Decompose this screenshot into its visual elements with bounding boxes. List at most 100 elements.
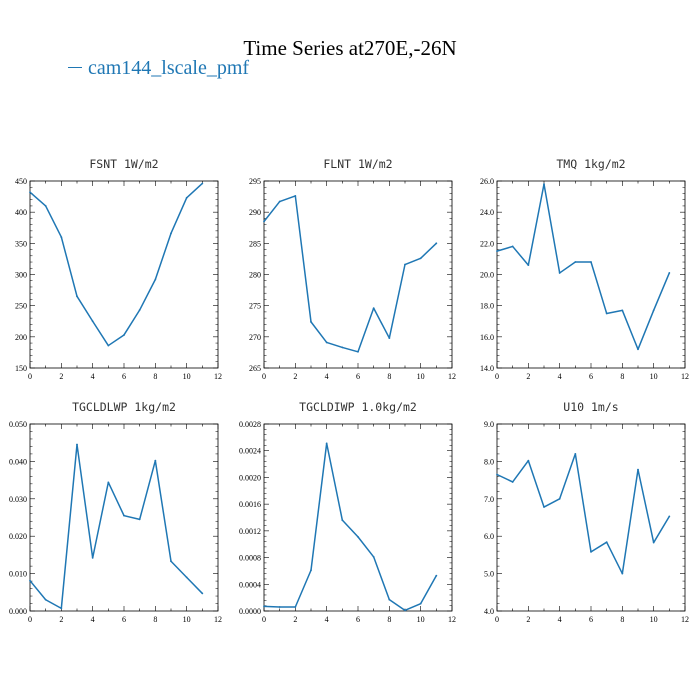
- panel-title: TGCLDIWP 1.0kg/m2: [299, 400, 417, 414]
- data-point: [123, 334, 125, 336]
- data-point: [404, 609, 406, 612]
- y-tick-label: 0.0012: [239, 527, 261, 536]
- x-tick-label: 2: [59, 615, 63, 624]
- plot-frame: [29, 423, 219, 612]
- panel-title: TGCLDLWP 1kg/m2: [72, 400, 176, 414]
- data-point: [44, 205, 47, 207]
- data-point: [388, 598, 391, 601]
- x-tick-label: 10: [650, 372, 658, 381]
- chart-panel-2: FLNT 1W/m2 0 2 4 6 8 10 12 265 270 275 280 285 290 295: [249, 157, 456, 381]
- y-tick-label: 275: [249, 302, 261, 311]
- legend-label: cam144_lscale_pmf: [88, 57, 250, 79]
- y-tick-label: 290: [249, 208, 261, 217]
- y-tick-label: 8.0: [484, 457, 494, 466]
- x-tick-label: 12: [214, 615, 222, 624]
- data-point: [558, 272, 561, 274]
- data-point: [527, 264, 530, 267]
- x-tick-label: 4: [91, 372, 95, 381]
- panel-title: U10 1m/s: [563, 400, 618, 414]
- x-tick-label: 12: [681, 615, 689, 624]
- data-point: [605, 312, 608, 315]
- data-point: [123, 514, 125, 517]
- x-tick-label: 12: [448, 372, 456, 381]
- plot-frame: [496, 423, 686, 612]
- series-line: [496, 453, 670, 575]
- x-tick-label: 6: [356, 372, 360, 381]
- x-tick-label: 8: [620, 372, 624, 381]
- data-point: [325, 341, 328, 344]
- data-point: [574, 261, 577, 263]
- x-tick-label: 10: [650, 615, 658, 624]
- y-tick-label: 200: [15, 333, 27, 342]
- data-point: [294, 195, 297, 197]
- y-tick-label: 0.040: [9, 457, 27, 466]
- data-point: [435, 242, 438, 245]
- y-tick-label: 26.0: [480, 177, 494, 186]
- data-point: [185, 576, 188, 579]
- y-tick-label: 295: [249, 177, 261, 186]
- y-tick-label: 14.0: [480, 364, 494, 373]
- data-point: [496, 473, 498, 476]
- data-point: [201, 182, 204, 185]
- data-point: [76, 443, 78, 446]
- data-point: [294, 606, 297, 608]
- y-tick-label: 400: [15, 208, 27, 217]
- x-tick-label: 10: [183, 615, 191, 624]
- data-point: [263, 220, 265, 223]
- data-point: [138, 518, 141, 521]
- panel-title: FSNT 1W/m2: [89, 157, 158, 171]
- y-tick-label: 7.0: [484, 495, 494, 504]
- x-tick-label: 4: [325, 372, 329, 381]
- x-tick-label: 0: [262, 615, 266, 624]
- y-tick-label: 24.0: [480, 208, 494, 217]
- data-point: [419, 602, 422, 605]
- chart-panel-6: U10 1m/s 0 2 4 6 8 10 12 4.0 5.0 6.0 7.0 8.0 9.0: [484, 400, 689, 624]
- y-tick-label: 5.0: [484, 570, 494, 579]
- y-tick-label: 0.0020: [239, 473, 261, 482]
- data-point: [29, 579, 31, 582]
- y-tick-label: 0.0016: [239, 500, 261, 509]
- data-point: [419, 257, 422, 260]
- x-tick-label: 0: [495, 372, 499, 381]
- legend-line-swatch: [68, 66, 82, 68]
- series-line: [263, 195, 437, 353]
- x-tick-label: 2: [293, 615, 297, 624]
- y-tick-label: 300: [15, 271, 27, 280]
- data-point: [652, 541, 655, 544]
- x-tick-label: 12: [214, 372, 222, 381]
- data-point: [590, 551, 592, 553]
- series-line: [29, 182, 203, 347]
- data-point: [527, 459, 530, 462]
- x-tick-label: 4: [325, 615, 329, 624]
- y-tick-label: 0.030: [9, 495, 27, 504]
- x-tick-label: 8: [387, 615, 391, 624]
- data-point: [107, 344, 110, 347]
- x-tick-label: 2: [293, 372, 297, 381]
- data-point: [91, 320, 94, 323]
- data-point: [29, 191, 31, 194]
- data-point: [278, 606, 281, 608]
- y-tick-label: 270: [249, 333, 261, 342]
- y-tick-label: 0.0000: [239, 607, 261, 616]
- data-point: [170, 560, 172, 563]
- data-point: [652, 309, 655, 312]
- y-tick-label: 0.0008: [239, 554, 261, 563]
- y-tick-label: 0.0028: [239, 420, 261, 429]
- data-point: [605, 541, 608, 544]
- data-point: [543, 183, 545, 186]
- data-point: [107, 481, 110, 484]
- data-point: [154, 459, 157, 462]
- x-tick-label: 0: [262, 372, 266, 381]
- y-tick-label: 0.000: [9, 607, 27, 616]
- data-point: [263, 605, 265, 608]
- data-point: [511, 245, 514, 248]
- data-point: [621, 572, 624, 575]
- x-tick-label: 2: [526, 372, 530, 381]
- y-tick-label: 450: [15, 177, 27, 186]
- data-point: [60, 236, 63, 239]
- data-point: [138, 309, 141, 311]
- data-point: [185, 196, 188, 199]
- data-point: [621, 309, 624, 312]
- data-point: [91, 556, 94, 559]
